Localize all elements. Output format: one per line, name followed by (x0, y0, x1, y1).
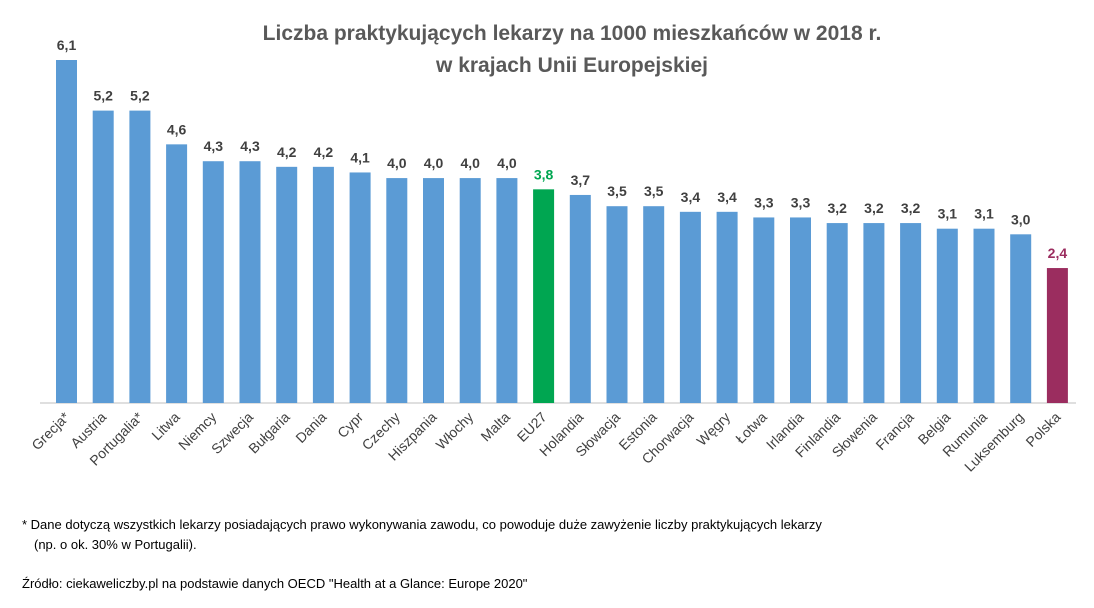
bar (312, 166, 334, 403)
bar (643, 206, 665, 403)
value-label: 3,1 (974, 206, 994, 222)
value-label: 4,0 (460, 155, 480, 171)
x-tick-label: Cypr (334, 409, 366, 441)
source: Źródło: ciekaweliczby.pl na podstawie da… (22, 576, 528, 591)
bar (1010, 234, 1032, 403)
x-tick-label: Malta (478, 409, 514, 445)
value-label: 3,7 (571, 172, 591, 188)
value-label: 5,2 (130, 88, 150, 104)
value-label: 3,2 (901, 200, 921, 216)
x-tick-label: Dania (292, 409, 329, 446)
value-label: 2,4 (1048, 245, 1068, 261)
bar (459, 178, 481, 403)
bar (1046, 268, 1068, 403)
x-tick-label: Grecja* (28, 408, 73, 453)
value-label: 4,3 (204, 138, 224, 154)
value-label: 4,3 (240, 138, 260, 154)
footnote: (np. o ok. 30% w Portugalii). (34, 537, 197, 552)
value-label: 3,5 (644, 183, 664, 199)
value-label: 3,3 (754, 194, 774, 210)
value-label: 3,4 (717, 189, 737, 205)
bar (129, 110, 151, 403)
value-label: 5,2 (93, 88, 113, 104)
chart-title: w krajach Unii Europejskiej (435, 54, 708, 77)
bar (900, 223, 922, 403)
bar (716, 211, 738, 403)
bar (863, 223, 885, 403)
bar (936, 228, 958, 403)
value-label: 4,6 (167, 121, 187, 137)
bar (569, 194, 591, 403)
bar (679, 211, 701, 403)
value-label: 4,0 (387, 155, 407, 171)
bar (826, 223, 848, 403)
bar (496, 178, 518, 403)
bar (349, 172, 371, 403)
bar (606, 206, 628, 403)
x-tick-label: Francja (872, 409, 916, 453)
value-label: 3,0 (1011, 211, 1031, 227)
bar (753, 217, 775, 403)
value-label: 3,2 (864, 200, 884, 216)
value-label: 3,1 (938, 206, 958, 222)
bar (276, 166, 298, 403)
bar (56, 60, 77, 403)
value-label: 4,2 (314, 144, 334, 160)
bar (790, 217, 811, 403)
bar (533, 189, 555, 403)
x-tick-label: Bułgaria (245, 409, 293, 457)
x-tick-label: Polska (1022, 409, 1063, 450)
bar (166, 144, 188, 403)
bar (386, 178, 408, 403)
chart-title: Liczba praktykujących lekarzy na 1000 mi… (263, 22, 882, 45)
value-label: 3,2 (827, 200, 847, 216)
bar (973, 228, 995, 403)
bar (202, 161, 224, 403)
value-label: 3,5 (607, 183, 627, 199)
bar (92, 110, 114, 403)
value-label: 6,1 (57, 37, 77, 53)
value-label: 4,2 (277, 144, 297, 160)
footnote: * Dane dotyczą wszystkich lekarzy posiad… (22, 517, 822, 532)
bar (423, 178, 444, 403)
value-label: 4,0 (497, 155, 517, 171)
value-label: 4,1 (350, 149, 370, 165)
value-label: 3,8 (534, 166, 554, 182)
value-label: 3,4 (681, 189, 701, 205)
value-label: 4,0 (424, 155, 444, 171)
bar (239, 161, 261, 403)
value-label: 3,3 (791, 194, 811, 210)
x-tick-label: Węgry (693, 409, 733, 449)
x-tick-label: Włochy (433, 409, 477, 453)
